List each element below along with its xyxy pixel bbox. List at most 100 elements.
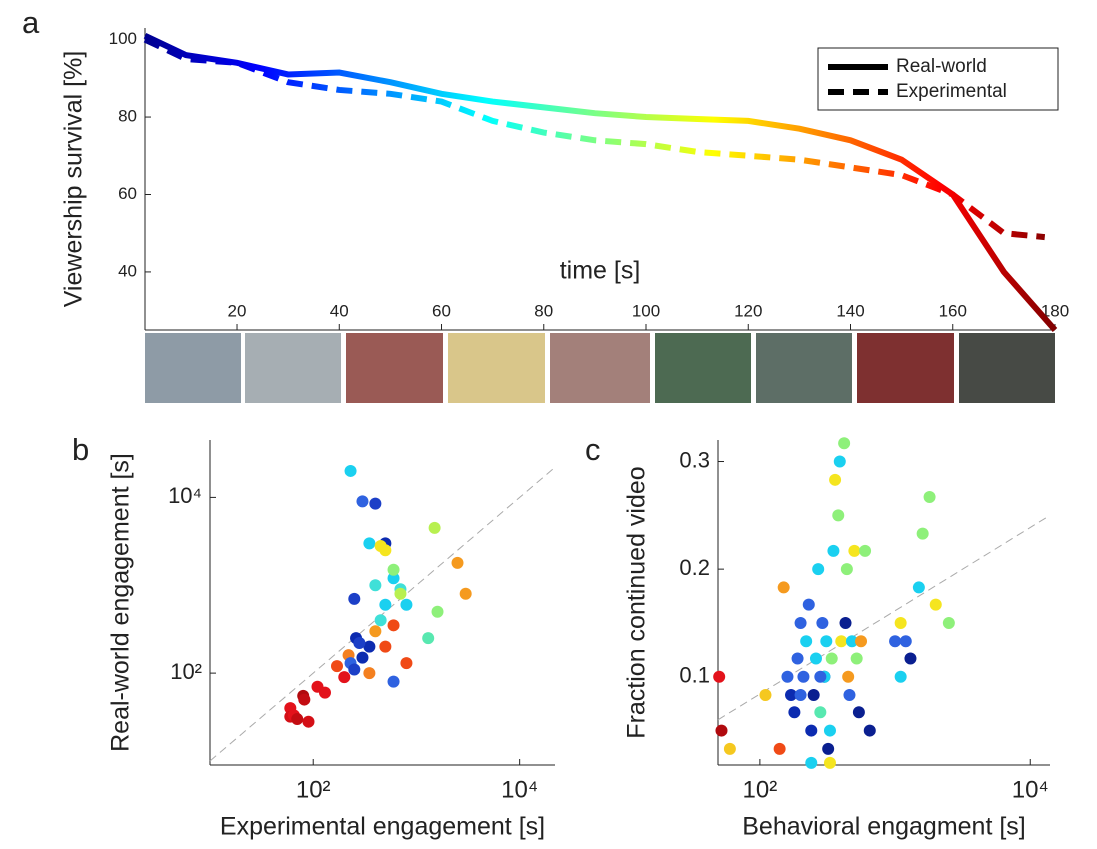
scatter-point (853, 706, 865, 718)
scatter-point (829, 474, 841, 486)
scatter-point (848, 545, 860, 557)
scatter-point (394, 588, 406, 600)
scatter-point (827, 545, 839, 557)
scatter-point (356, 495, 368, 507)
scatter-point (855, 635, 867, 647)
scatter-point (904, 652, 916, 664)
scatter-point (838, 437, 850, 449)
scatter-point (841, 563, 853, 575)
scatter-point (369, 498, 381, 510)
scatter-point (900, 635, 912, 647)
x-axis-label: Behavioral engagment [s] (742, 813, 1026, 841)
scatter-point (774, 743, 786, 755)
y-tick-label: 40 (118, 261, 137, 280)
scatter-point (348, 663, 360, 675)
y-tick-label: 0.1 (679, 663, 710, 688)
identity-line (210, 467, 555, 761)
scatter-point (375, 540, 387, 552)
scatter-point (369, 579, 381, 591)
scatter-point (889, 635, 901, 647)
scatter-point (302, 716, 314, 728)
scatter-point (422, 632, 434, 644)
scatter-point (816, 617, 828, 629)
y-tick-label: 0.2 (679, 555, 710, 580)
x-tick-label: 80 (534, 301, 553, 320)
scatter-point (778, 581, 790, 593)
y-tick-label: 80 (118, 107, 137, 126)
scatter-point (834, 456, 846, 468)
scatter-point (859, 545, 871, 557)
scatter-point (824, 725, 836, 737)
scatter-point (803, 599, 815, 611)
panel-letter: c (585, 432, 601, 467)
scatter-point (379, 599, 391, 611)
scatter-point (713, 671, 725, 683)
scatter-point (840, 617, 852, 629)
scatter-point (895, 617, 907, 629)
y-tick-label: 10⁴ (168, 483, 202, 508)
scatter-point (348, 593, 360, 605)
scatter-point (363, 667, 375, 679)
scatter-point (814, 671, 826, 683)
thumbnail (857, 333, 954, 403)
thumbnail (448, 333, 545, 403)
thumbnail (346, 333, 443, 403)
scatter-point (452, 557, 464, 569)
scatter-point (388, 619, 400, 631)
scatter-point (429, 522, 441, 534)
scatter-point (808, 689, 820, 701)
scatter-point (797, 671, 809, 683)
scatter-point (792, 652, 804, 664)
scatter-point (943, 617, 955, 629)
x-tick-label: 10² (743, 776, 778, 803)
scatter-point (822, 743, 834, 755)
y-axis-label: Fraction continued video (623, 466, 651, 738)
scatter-point (375, 614, 387, 626)
scatter-point (369, 625, 381, 637)
x-axis-label: time [s] (560, 257, 641, 285)
scatter-point (460, 588, 472, 600)
scatter-point (843, 689, 855, 701)
scatter-point (400, 599, 412, 611)
scatter-point (842, 671, 854, 683)
scatter-point (810, 652, 822, 664)
scatter-point (913, 581, 925, 593)
y-tick-label: 100 (109, 29, 137, 48)
y-tick-label: 10² (170, 659, 202, 684)
scatter-point (832, 509, 844, 521)
x-tick-label: 120 (734, 301, 762, 320)
panel-letter: b (72, 432, 89, 467)
reference-line (718, 515, 1050, 719)
y-axis-label: Real-world engagement [s] (107, 453, 135, 752)
scatter-point (388, 564, 400, 576)
scatter-point (331, 660, 343, 672)
scatter-point (800, 635, 812, 647)
scatter-point (338, 671, 350, 683)
page: {"chart_data": [ {"panel": "a", "type": … (0, 0, 1097, 849)
x-tick-label: 140 (836, 301, 864, 320)
scatter-point (812, 563, 824, 575)
x-tick-label: 20 (228, 301, 247, 320)
scatter-point (353, 637, 365, 649)
scatter-point (291, 713, 303, 725)
x-tick-label: 10⁴ (1012, 776, 1049, 803)
scatter-point (356, 652, 368, 664)
scatter-point (805, 757, 817, 769)
scatter-point (820, 635, 832, 647)
scatter-point (795, 689, 807, 701)
scatter-point (924, 491, 936, 503)
scatter-point (781, 671, 793, 683)
scatter-point (432, 606, 444, 618)
scatter-point (851, 652, 863, 664)
scatter-point (363, 537, 375, 549)
scatter-point (379, 641, 391, 653)
scatter-point (917, 528, 929, 540)
scatter-point (319, 687, 331, 699)
y-tick-label: 0.3 (679, 447, 710, 472)
thumbnail (245, 333, 341, 403)
x-tick-label: 10⁴ (501, 776, 538, 803)
scatter-point (824, 757, 836, 769)
scatter-point (795, 617, 807, 629)
scatter-point (388, 676, 400, 688)
scatter-point (724, 743, 736, 755)
